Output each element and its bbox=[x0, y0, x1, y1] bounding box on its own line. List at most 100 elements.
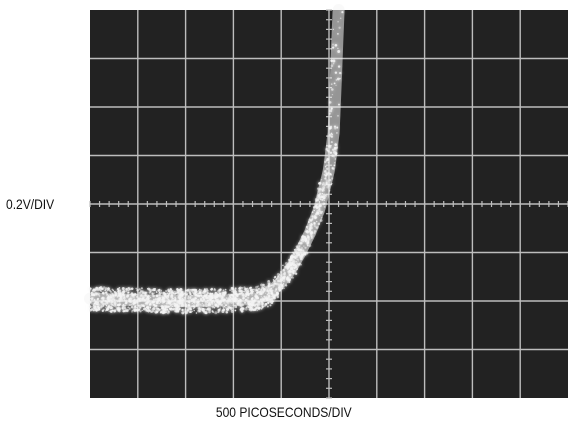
trace-sample-point bbox=[154, 288, 156, 290]
trace-sample-point bbox=[178, 289, 181, 292]
trace-sample-point bbox=[135, 287, 138, 290]
trace-sample-point bbox=[244, 289, 247, 292]
trace-sample-point bbox=[288, 281, 291, 283]
trace-sample-point bbox=[266, 305, 269, 308]
trace-sample-point bbox=[187, 310, 189, 312]
trace-sample-point bbox=[229, 307, 231, 309]
trace-sample-point bbox=[185, 289, 187, 292]
trace-sample-point bbox=[151, 289, 154, 291]
trace-sample-point bbox=[95, 305, 97, 307]
trace-sample-point bbox=[253, 288, 255, 291]
trace-sample-point bbox=[157, 289, 161, 292]
trace-sample-point bbox=[241, 287, 244, 289]
trace-sample-point bbox=[149, 306, 152, 309]
trace-sample-point bbox=[188, 291, 191, 293]
trace-sample-point bbox=[198, 291, 202, 294]
trace-sample-point bbox=[244, 307, 248, 311]
trace-sample-point bbox=[259, 304, 261, 306]
trace-sample-point bbox=[190, 289, 192, 291]
trace-sample-point bbox=[187, 288, 191, 292]
trace-sample-point bbox=[105, 306, 107, 309]
trace-sample-point bbox=[225, 310, 229, 314]
trace-sample-point bbox=[106, 306, 110, 310]
trace-sample-point bbox=[136, 306, 138, 309]
trace-sample-point bbox=[197, 309, 200, 313]
trace-sample-point bbox=[95, 286, 99, 290]
trace-sample-point bbox=[94, 288, 96, 291]
trace-sample-point bbox=[184, 308, 186, 311]
trace-sample-point bbox=[123, 291, 125, 293]
trace-sample-point bbox=[213, 288, 217, 292]
trace-sample-point bbox=[294, 272, 298, 275]
trace-sample-point bbox=[178, 307, 181, 310]
trace-sample-point bbox=[274, 275, 277, 279]
trace-sample-point bbox=[164, 292, 167, 296]
trace-sample-point bbox=[135, 308, 139, 312]
trace-sample-point bbox=[170, 307, 173, 310]
trace-sample-point bbox=[98, 308, 101, 311]
trace-sample-point bbox=[165, 289, 168, 293]
trace-sample-point bbox=[102, 305, 104, 307]
trace-sample-point bbox=[139, 310, 142, 313]
trace-sample-point bbox=[214, 311, 218, 315]
trace-sample-point bbox=[160, 289, 162, 292]
trace-sample-point bbox=[199, 308, 201, 311]
trace-sample-point bbox=[97, 306, 99, 308]
trace-sample-point bbox=[208, 310, 211, 314]
trace-sample-point bbox=[177, 291, 179, 293]
trace-sample-point bbox=[108, 310, 111, 313]
trace-sample-point bbox=[127, 308, 130, 311]
trace-sample-point bbox=[104, 289, 106, 291]
trace-sample-point bbox=[91, 289, 95, 292]
trace-sample-point bbox=[252, 309, 255, 312]
trace-sample-point bbox=[89, 290, 91, 292]
trace-sample-point bbox=[88, 287, 92, 290]
trace-sample-point bbox=[142, 292, 144, 295]
trace-sample-point bbox=[248, 287, 252, 290]
trace-sample-point bbox=[262, 283, 265, 287]
trace-sample-point bbox=[204, 308, 207, 311]
trace-sample-point bbox=[257, 285, 259, 287]
trace-sample-point bbox=[282, 264, 284, 267]
trace-sample-point bbox=[92, 305, 94, 308]
trace-sample-point bbox=[239, 307, 243, 311]
trace-sample-point bbox=[213, 306, 216, 309]
trace-sample-point bbox=[90, 308, 94, 311]
trace-sample-point bbox=[225, 306, 227, 309]
x-axis-label: 500 PICOSECONDS/DIV bbox=[215, 404, 352, 420]
trace-sample-point bbox=[246, 287, 248, 289]
trace-sample-point bbox=[233, 289, 237, 292]
trace-sample-point bbox=[249, 288, 253, 292]
trace-sample-point bbox=[151, 308, 153, 311]
trace-sample-point bbox=[147, 287, 150, 291]
trace-sample-point bbox=[203, 288, 206, 291]
trace-sample-point bbox=[242, 290, 244, 293]
trace-sample-point bbox=[129, 308, 131, 310]
trace-sample-point bbox=[100, 290, 102, 293]
trace-sample-point bbox=[263, 305, 265, 307]
trace-sample-point bbox=[109, 310, 113, 313]
trace-sample-point bbox=[291, 276, 295, 279]
trace-sample-point bbox=[210, 288, 213, 291]
trace-sample-point bbox=[118, 287, 121, 289]
trace-sample-point bbox=[106, 289, 109, 292]
trace-sample-point bbox=[145, 291, 148, 294]
signal-trace bbox=[84, 4, 345, 307]
trace-sample-point bbox=[92, 307, 95, 310]
trace-sample-point bbox=[113, 290, 116, 293]
trace-sample-point bbox=[219, 307, 221, 309]
trace-sample-point bbox=[169, 288, 172, 291]
trace-sample-point bbox=[257, 287, 261, 291]
trace-sample-point bbox=[260, 307, 263, 310]
trace-sample-point bbox=[184, 311, 188, 315]
trace-sample-point bbox=[195, 312, 198, 314]
trace-sample-point bbox=[173, 292, 176, 295]
trace-sample-point bbox=[166, 311, 170, 315]
trace-sample-point bbox=[159, 291, 163, 295]
trace-sample-point bbox=[257, 306, 261, 309]
trace-sample-point bbox=[222, 289, 225, 292]
trace-sample-point bbox=[193, 288, 196, 291]
trace-sample-point bbox=[161, 306, 165, 310]
trace-sample-point bbox=[243, 291, 246, 293]
trace-sample-point bbox=[255, 289, 259, 292]
